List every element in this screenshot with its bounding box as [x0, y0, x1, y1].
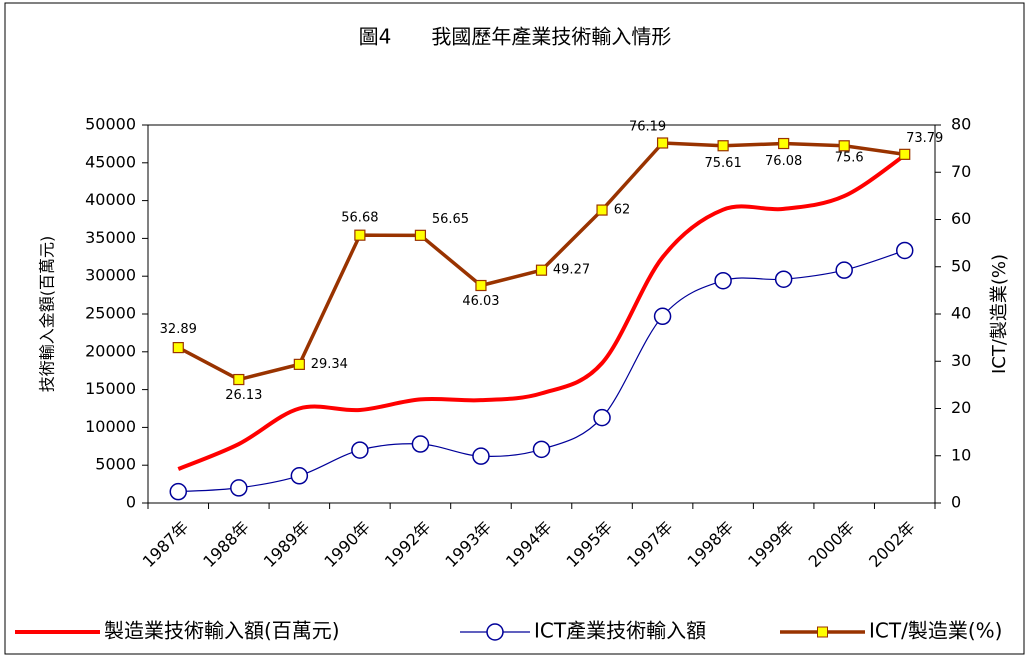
- y2-tick-label: 70: [951, 162, 971, 181]
- y2-tick-label: 0: [951, 493, 961, 512]
- y-tick-label: 0: [126, 493, 136, 512]
- data-label: 32.89: [160, 322, 197, 337]
- data-label: 73.79: [906, 131, 943, 146]
- data-point: [293, 358, 305, 370]
- data-point: [351, 441, 369, 459]
- chart-title: 圖4 我國歷年產業技術輸入情形: [359, 25, 672, 49]
- data-point: [653, 307, 672, 326]
- data-point: [354, 229, 366, 241]
- y-tick-label: 30000: [85, 266, 136, 285]
- data-point: [593, 408, 611, 427]
- y-tick-label: 50000: [85, 115, 136, 134]
- data-point: [778, 137, 790, 150]
- legend-label: 製造業技術輸入額(百萬元): [104, 619, 340, 643]
- y-tick-label: 20000: [85, 341, 136, 360]
- data-point: [169, 482, 188, 501]
- data-point: [414, 229, 427, 241]
- data-label: 75.61: [705, 156, 742, 171]
- y2-tick-label: 60: [951, 209, 971, 228]
- y-tick-label: 10000: [85, 417, 136, 436]
- data-point: [899, 148, 911, 160]
- data-point: [411, 435, 430, 453]
- y2-tick-label: 20: [951, 398, 971, 417]
- legend-label: ICT產業技術輸入額: [534, 619, 706, 643]
- data-point: [656, 137, 669, 149]
- data-label: 76.19: [629, 120, 666, 135]
- data-point: [233, 373, 245, 386]
- series-line: [177, 153, 906, 471]
- data-point: [532, 440, 551, 459]
- data-label: 62: [614, 203, 631, 218]
- y2-tick-label: 80: [951, 115, 971, 134]
- y2-tick-label: 50: [951, 256, 971, 275]
- y-tick-label: 45000: [85, 152, 136, 171]
- data-point: [230, 479, 248, 497]
- y2-tick-label: 10: [951, 445, 971, 464]
- data-point: [290, 467, 309, 485]
- data-point: [717, 140, 729, 152]
- legend-marker: [817, 626, 828, 638]
- data-label: 76.08: [765, 154, 802, 169]
- y-tick-label: 40000: [85, 190, 136, 209]
- legend-label: ICT/製造業(%): [869, 619, 1002, 643]
- y2-tick-label: 40: [951, 304, 971, 323]
- data-label: 29.34: [311, 357, 348, 372]
- data-point: [835, 261, 853, 279]
- y-tick-label: 5000: [95, 455, 136, 474]
- data-point: [596, 204, 608, 216]
- y-axis-label: 技術輸入金額(百萬元): [38, 236, 57, 393]
- data-label: 75.6: [835, 150, 864, 165]
- chart-frame: [4, 2, 1025, 655]
- data-point: [895, 241, 914, 260]
- data-label: 56.68: [341, 211, 378, 226]
- y2-tick-label: 30: [951, 351, 971, 370]
- y2-axis-label: ICT/製造業(%): [989, 254, 1010, 374]
- data-label: 46.03: [462, 294, 499, 309]
- data-point: [475, 279, 487, 292]
- y-tick-label: 15000: [85, 379, 136, 398]
- data-point: [774, 270, 793, 288]
- data-label: 26.13: [225, 388, 262, 403]
- y-tick-label: 35000: [85, 228, 136, 247]
- data-point: [838, 140, 850, 152]
- data-point: [172, 341, 184, 354]
- data-point: [714, 271, 732, 290]
- data-point: [472, 447, 490, 465]
- data-point: [535, 264, 548, 276]
- data-label: 56.65: [432, 212, 469, 227]
- y-tick-label: 25000: [85, 304, 136, 323]
- data-label: 49.27: [553, 263, 590, 278]
- legend-marker: [486, 623, 504, 641]
